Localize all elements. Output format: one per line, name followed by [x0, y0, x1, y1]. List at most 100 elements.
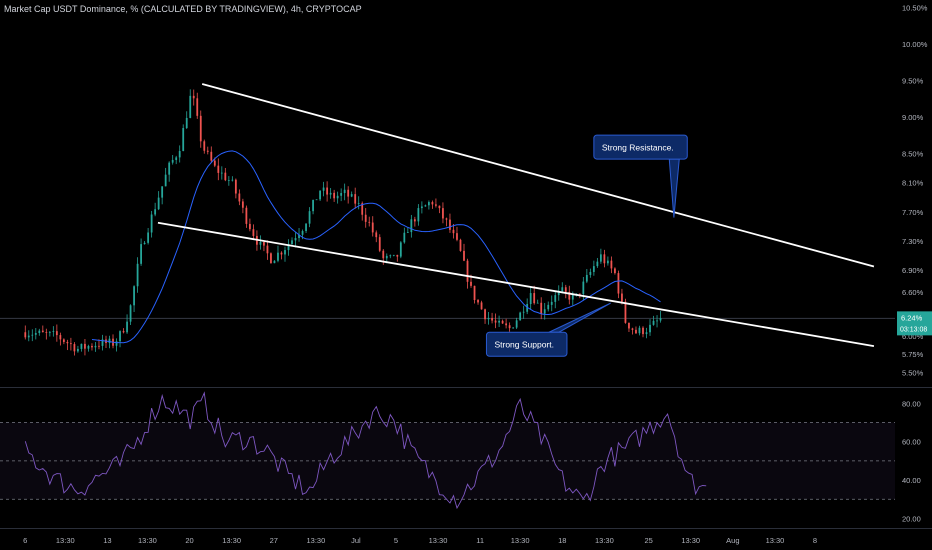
candle[interactable]: [136, 257, 139, 293]
candle[interactable]: [203, 139, 206, 154]
candle[interactable]: [101, 334, 104, 351]
candle[interactable]: [606, 256, 609, 266]
candle[interactable]: [189, 89, 192, 119]
candle[interactable]: [115, 338, 118, 352]
candle[interactable]: [557, 285, 560, 301]
candle[interactable]: [431, 200, 434, 209]
candle[interactable]: [340, 188, 343, 202]
candle[interactable]: [652, 315, 655, 326]
candle[interactable]: [48, 331, 51, 337]
candle[interactable]: [536, 299, 539, 304]
candle[interactable]: [357, 196, 360, 210]
candle[interactable]: [277, 245, 279, 263]
candle[interactable]: [526, 298, 529, 315]
candle[interactable]: [31, 329, 34, 342]
candle[interactable]: [603, 249, 606, 268]
candle[interactable]: [564, 284, 567, 299]
candle[interactable]: [238, 189, 241, 206]
candle[interactable]: [484, 308, 486, 324]
candle[interactable]: [568, 285, 571, 305]
candle[interactable]: [308, 207, 311, 228]
candle[interactable]: [459, 238, 462, 252]
candle[interactable]: [543, 302, 546, 320]
candle[interactable]: [122, 328, 125, 334]
candle[interactable]: [24, 325, 27, 340]
candle[interactable]: [445, 217, 448, 227]
candle[interactable]: [87, 344, 90, 352]
candle[interactable]: [642, 326, 644, 338]
resistance-trendline[interactable]: [201, 83, 875, 268]
candle[interactable]: [519, 311, 522, 321]
candle[interactable]: [452, 224, 455, 239]
candle[interactable]: [375, 230, 378, 243]
price-pane[interactable]: Strong Resistance. Strong Support.: [0, 0, 895, 357]
candle[interactable]: [427, 200, 430, 210]
candle[interactable]: [98, 339, 100, 350]
candle[interactable]: [635, 326, 637, 334]
candle[interactable]: [466, 258, 469, 289]
candle[interactable]: [477, 298, 479, 305]
candle[interactable]: [322, 181, 325, 197]
candle[interactable]: [403, 227, 406, 244]
candle[interactable]: [329, 188, 332, 199]
candle[interactable]: [368, 216, 371, 227]
candle[interactable]: [259, 235, 262, 250]
candle[interactable]: [154, 202, 157, 217]
candle[interactable]: [354, 187, 357, 209]
candle[interactable]: [628, 322, 630, 332]
rsi-pane[interactable]: [0, 391, 895, 510]
candle[interactable]: [55, 324, 58, 342]
candle[interactable]: [175, 155, 178, 165]
candle[interactable]: [347, 186, 350, 204]
candle[interactable]: [501, 319, 504, 324]
candle[interactable]: [178, 145, 181, 163]
candle[interactable]: [596, 257, 599, 268]
candle[interactable]: [529, 286, 532, 310]
candle[interactable]: [533, 285, 536, 305]
candle[interactable]: [336, 191, 339, 204]
candle[interactable]: [164, 167, 167, 187]
candle[interactable]: [589, 268, 592, 278]
candle[interactable]: [656, 315, 658, 328]
candle[interactable]: [396, 254, 399, 262]
candle[interactable]: [392, 254, 395, 257]
candle[interactable]: [227, 176, 230, 186]
candle[interactable]: [245, 205, 248, 228]
candle[interactable]: [52, 326, 55, 337]
candle[interactable]: [231, 176, 234, 182]
candle[interactable]: [129, 304, 132, 325]
candle[interactable]: [91, 343, 93, 351]
candle[interactable]: [463, 243, 465, 262]
candle[interactable]: [617, 270, 620, 299]
candle[interactable]: [312, 199, 314, 215]
candle[interactable]: [614, 267, 616, 275]
candle[interactable]: [508, 322, 511, 332]
candle[interactable]: [399, 241, 402, 259]
candle[interactable]: [266, 240, 269, 260]
candle[interactable]: [424, 204, 427, 207]
candle[interactable]: [364, 208, 367, 228]
candle[interactable]: [210, 146, 213, 164]
candle[interactable]: [84, 339, 86, 356]
candle[interactable]: [592, 260, 595, 276]
candle[interactable]: [319, 190, 321, 202]
candle[interactable]: [659, 311, 662, 323]
candle[interactable]: [438, 205, 441, 214]
candle[interactable]: [27, 330, 30, 342]
candle[interactable]: [161, 186, 164, 205]
candle[interactable]: [638, 325, 641, 336]
candle[interactable]: [480, 300, 483, 310]
candle[interactable]: [80, 343, 83, 352]
candle[interactable]: [550, 295, 553, 312]
candle[interactable]: [599, 248, 602, 264]
candle[interactable]: [515, 317, 518, 330]
candle[interactable]: [241, 198, 244, 214]
candle[interactable]: [649, 319, 651, 336]
candle[interactable]: [199, 110, 202, 148]
support-callout[interactable]: Strong Support.: [485, 302, 611, 357]
candle[interactable]: [284, 246, 286, 262]
candle[interactable]: [291, 237, 293, 245]
candle[interactable]: [561, 282, 564, 294]
candle[interactable]: [645, 327, 648, 339]
candle[interactable]: [143, 241, 146, 245]
